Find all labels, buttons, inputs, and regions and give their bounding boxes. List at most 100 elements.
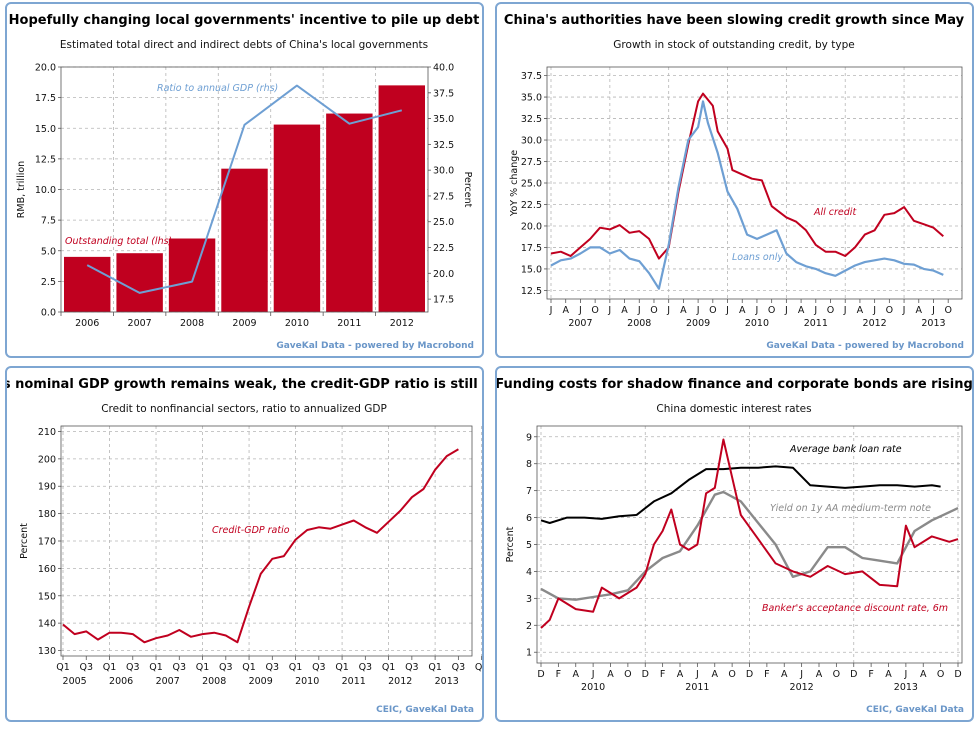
line-gdp-ratio	[86, 84, 403, 294]
annotation-mtn-yield: Yield on 1y AA medium-term note	[770, 503, 931, 514]
x-year-label: 2012	[863, 318, 887, 329]
y2-tick-label: 40.0	[433, 63, 454, 74]
x-month-label: O	[827, 305, 834, 316]
y-tick-label: 10.0	[35, 185, 56, 196]
local-debt-chart: Hopefully changing local governments' in…	[9, 13, 480, 351]
chart-subtitle: Growth in stock of outstanding credit, b…	[613, 39, 854, 51]
y-axis-label: RMB, trillion	[16, 161, 27, 218]
chart-panel-local-debt: Hopefully changing local governments' in…	[5, 2, 484, 358]
y-tick-label: 15.0	[521, 264, 542, 275]
x-month-label: F	[764, 669, 769, 680]
y-tick-label: 7.5	[41, 216, 56, 227]
x-month-label: J	[872, 305, 876, 316]
x-year-label: 2011	[685, 682, 709, 693]
y-tick-label: 5.0	[41, 246, 56, 257]
interest-rates-chart: Funding costs for shadow finance and cor…	[497, 377, 972, 715]
y-tick-label: 200	[38, 454, 56, 465]
x-month-label: J	[696, 305, 700, 316]
x-quarter-label: Q3	[405, 662, 419, 673]
x-year-label: 2013	[435, 676, 459, 687]
x-month-label: J	[725, 305, 729, 316]
x-tick-label: 2011	[337, 318, 361, 329]
credit-gdp-chart: But as nominal GDP growth remains weak, …	[7, 377, 482, 715]
x-month-label: J	[549, 305, 553, 316]
x-month-label: A	[916, 305, 923, 316]
bar-outstanding-2009	[221, 168, 268, 312]
x-quarter-label: Q3	[126, 662, 140, 673]
annotation-all-credit: All credit	[813, 207, 857, 218]
x-tick-label: 2007	[128, 318, 152, 329]
y2-axis-label: Percent	[462, 172, 473, 208]
y-tick-label: 22.5	[521, 200, 542, 211]
y-tick-label: 27.5	[521, 157, 542, 168]
x-year-label: 2013	[894, 682, 918, 693]
x-quarter-label: Q1	[289, 662, 303, 673]
x-year-label: 2012	[790, 682, 814, 693]
line-all-credit	[550, 92, 944, 260]
x-quarter-label: Q1	[103, 662, 117, 673]
x-tick-label: 2008	[180, 318, 204, 329]
x-quarter-label: Q3	[312, 662, 326, 673]
annotation-loans-only: Loans only	[732, 252, 783, 263]
credit-growth-chart: China's authorities have been slowing cr…	[504, 13, 965, 351]
chart-source: GaveKal Data - powered by Macrobond	[276, 341, 474, 351]
bar-outstanding-2011	[326, 113, 373, 312]
chart-subtitle: China domestic interest rates	[656, 403, 811, 415]
x-year-label: 2011	[804, 318, 828, 329]
chart-title: China's authorities have been slowing cr…	[504, 13, 965, 28]
x-year-label: 2008	[202, 676, 226, 687]
y-tick-label: 12.5	[521, 286, 542, 297]
y-axis-label: Percent	[19, 523, 30, 559]
x-month-label: F	[868, 669, 873, 680]
x-month-label: J	[666, 305, 670, 316]
y2-tick-label: 37.5	[433, 88, 454, 99]
x-tick-label: 2010	[285, 318, 309, 329]
y-tick-label: 210	[38, 427, 56, 438]
plot-frame	[60, 66, 429, 313]
x-month-label: O	[833, 669, 840, 680]
x-tick-label: 2006	[75, 318, 99, 329]
x-year-label: 2013	[921, 318, 945, 329]
x-year-label: 2009	[249, 676, 273, 687]
x-month-label: J	[902, 305, 906, 316]
plot-frame	[60, 425, 473, 657]
x-year-label: 2010	[581, 682, 605, 693]
annotation-outstanding: Outstanding total (lhs)	[65, 236, 172, 247]
x-month-label: J	[784, 305, 788, 316]
x-month-label: J	[903, 669, 907, 680]
y2-tick-label: 22.5	[433, 243, 454, 254]
y-tick-label: 180	[38, 509, 56, 520]
y-tick-label: 2.5	[41, 277, 56, 288]
annotation-credit-gdp: Credit-GDP ratio	[212, 525, 290, 536]
y2-tick-label: 32.5	[433, 140, 454, 151]
y-axis-label: Percent	[505, 526, 516, 562]
y-tick-label: 35.0	[521, 93, 542, 104]
x-month-label: D	[642, 669, 649, 680]
annotation-bank-loan-rate: Average bank loan rate	[789, 444, 902, 455]
y-tick-label: 190	[38, 482, 56, 493]
x-year-label: 2010	[295, 676, 319, 687]
y-tick-label: 15.0	[35, 124, 56, 135]
x-quarter-label: Q3	[219, 662, 233, 673]
x-quarter-label: Q3	[359, 662, 373, 673]
plot-frame	[546, 66, 963, 300]
x-month-label: J	[591, 669, 595, 680]
bar-outstanding-2007	[116, 253, 163, 312]
y-tick-label: 1	[526, 648, 532, 659]
y2-tick-label: 27.5	[433, 191, 454, 202]
x-month-label: A	[781, 669, 788, 680]
y2-tick-label: 17.5	[433, 295, 454, 306]
y-tick-label: 25.0	[521, 179, 542, 190]
x-year-label: 2010	[745, 318, 769, 329]
x-quarter-label: Q1	[149, 662, 163, 673]
x-year-label: 2005	[63, 676, 87, 687]
x-quarter-label: Q1	[475, 662, 482, 673]
x-month-label: O	[768, 305, 775, 316]
y-tick-label: 7	[526, 486, 532, 497]
x-year-label: 2007	[568, 318, 592, 329]
x-month-label: A	[621, 305, 628, 316]
chart-panel-credit-gdp: But as nominal GDP growth remains weak, …	[5, 366, 484, 722]
x-month-label: A	[798, 305, 805, 316]
x-month-label: O	[937, 669, 944, 680]
x-month-label: J	[637, 305, 641, 316]
